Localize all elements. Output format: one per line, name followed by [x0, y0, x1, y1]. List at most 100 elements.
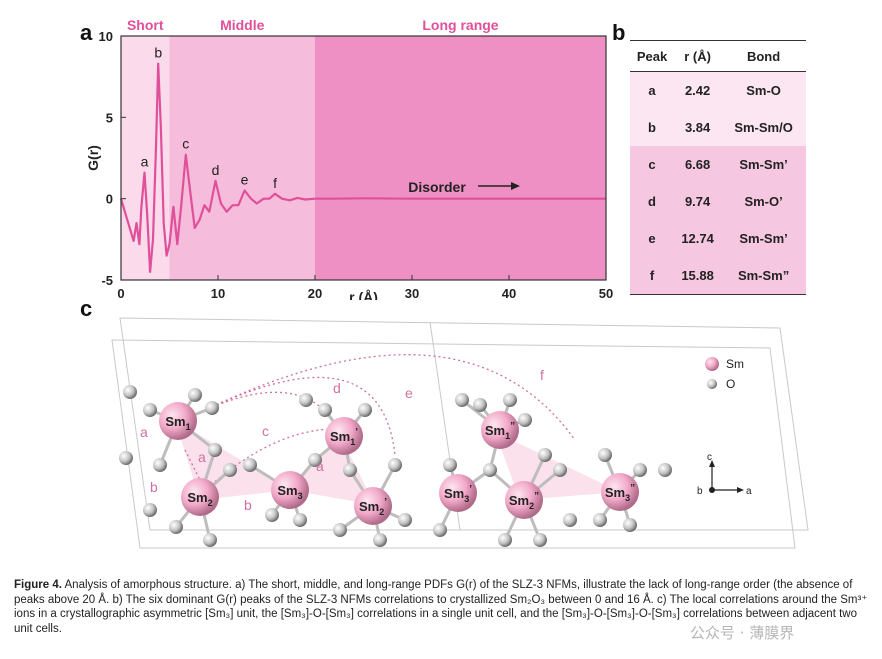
cell-peak: b: [630, 109, 675, 146]
legend-o-label: O: [726, 377, 735, 391]
atom-label: Sm3: [277, 483, 302, 501]
oxygen-atom: [299, 393, 313, 407]
atom-label-base: Sm: [187, 490, 207, 505]
legend-sm-label: Sm: [726, 357, 744, 371]
region-band: [169, 36, 315, 280]
atom-label-base: Sm: [330, 429, 350, 444]
oxygen-atom: [153, 458, 167, 472]
x-tick-label: 30: [405, 286, 419, 300]
region-label: Middle: [220, 17, 265, 33]
atom-label-prime: ’: [469, 484, 472, 495]
cell-peak: c: [630, 146, 675, 183]
table-header-row: Peak r (Å) Bond: [630, 40, 806, 72]
y-axis-label: G(r): [85, 145, 101, 171]
oxygen-atom: [205, 401, 219, 415]
atom-label: Sm3”: [605, 483, 635, 503]
oxygen-atom: [123, 385, 137, 399]
table-row: c 6.68 Sm-Sm’: [630, 146, 806, 183]
x-tick-label: 50: [599, 286, 613, 300]
atom-label: Sm2’: [359, 497, 387, 517]
oxygen-atom: [308, 453, 322, 467]
cell-bond: Sm-Sm/O: [721, 109, 806, 146]
peak-label: f: [273, 175, 277, 191]
oxygen-atom: [533, 533, 547, 547]
oxygen-atom: [203, 533, 217, 547]
header-r: r (Å): [674, 40, 722, 72]
oxygen-atom: [143, 503, 157, 517]
atom-label-subscript: 2: [379, 507, 384, 517]
atom-label-subscript: 1: [186, 422, 191, 432]
cell-bond: Sm-Sm’: [721, 220, 806, 257]
oxygen-atom: [119, 451, 133, 465]
atom-label-base: Sm: [509, 493, 529, 508]
samarium-atom: [325, 417, 363, 455]
region-label: Short: [127, 17, 164, 33]
peak-label: e: [241, 172, 249, 188]
oxygen-atom: [188, 388, 202, 402]
atom-label: Sm3’: [444, 484, 472, 504]
oxygen-atom: [398, 513, 412, 527]
header-bond: Bond: [721, 40, 806, 72]
atom-label-subscript: 1: [505, 431, 510, 441]
y-tick-label: 5: [106, 110, 113, 125]
peak-label: c: [182, 136, 189, 152]
axis-c-arrow: [709, 460, 715, 467]
cell-bond: Sm-O: [721, 71, 806, 109]
correlation-label: a: [316, 458, 324, 474]
oxygen-atom: [265, 508, 279, 522]
oxygen-atom: [143, 403, 157, 417]
correlation-f: [184, 354, 576, 441]
cell-peak: f: [630, 257, 675, 295]
atom-label: Sm2”: [509, 491, 539, 511]
atom-label-subscript: 1: [350, 437, 355, 447]
cell-peak: e: [630, 220, 675, 257]
atom-label-subscript: 3: [625, 493, 630, 503]
oxygen-atom: [455, 393, 469, 407]
samarium-atom: [481, 411, 519, 449]
oxygen-atom: [633, 463, 647, 477]
unit-cell-outline: [119, 317, 809, 531]
axis-b-label: b: [697, 486, 703, 497]
oxygen-atom: [333, 523, 347, 537]
caption-text: Analysis of amorphous structure. a) The …: [14, 579, 868, 635]
samarium-atom: [439, 474, 477, 512]
peak-table: Peak r (Å) Bond a 2.42 Sm-O b 3.84 Sm-Sm…: [630, 40, 806, 295]
legend-sm-marker: [705, 357, 719, 371]
table-row: e 12.74 Sm-Sm’: [630, 220, 806, 257]
oxygen-atom: [433, 523, 447, 537]
correlation-label: d: [333, 380, 341, 396]
table-row: a 2.42 Sm-O: [630, 71, 806, 109]
pdf-chart: Short Middle Long range 0 10 20 30 40 50 -5 0 5 10 r …: [85, 17, 613, 300]
table-row: f 15.88 Sm-Sm”: [630, 257, 806, 295]
oxygen-atom: [293, 513, 307, 527]
axis-a-arrow: [737, 487, 744, 493]
cell-r: 15.88: [674, 257, 722, 295]
axis-a-label: a: [746, 486, 752, 497]
correlation-a: [184, 449, 201, 481]
cell-bond: Sm-Sm”: [721, 257, 806, 295]
y-tick-label: 10: [99, 29, 113, 44]
cell-r: 12.74: [674, 220, 722, 257]
peak-label: d: [212, 162, 220, 178]
unit-cell-outline: [111, 339, 796, 549]
atom-label-subscript: 2: [529, 501, 534, 511]
peak-label: b: [154, 45, 162, 61]
oxygen-atom: [318, 403, 332, 417]
samarium-atom: [354, 487, 392, 525]
cell-bond: Sm-Sm’: [721, 146, 806, 183]
cell-peak: d: [630, 183, 675, 220]
cell-r: 3.84: [674, 109, 722, 146]
correlation-label: a: [198, 449, 206, 465]
panel-label-b: b: [612, 20, 626, 45]
region-band: [315, 36, 606, 280]
atom-label: Sm1’: [330, 427, 358, 447]
correlation-label: c: [262, 423, 269, 439]
correlation-label: e: [405, 385, 413, 401]
oxygen-atom: [443, 458, 457, 472]
legend-o-marker: [707, 379, 717, 389]
correlation-label: f: [540, 367, 544, 383]
samarium-atom: [601, 473, 639, 511]
x-tick-label: 10: [211, 286, 225, 300]
correlation-label: b: [244, 497, 252, 513]
